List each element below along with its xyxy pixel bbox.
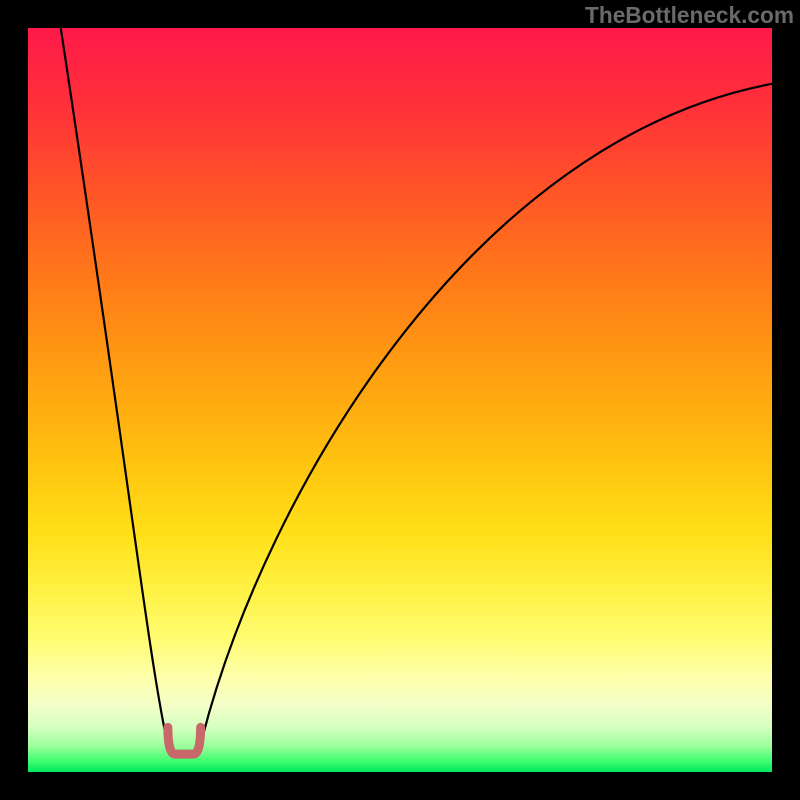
curve-right-branch <box>202 84 772 739</box>
curve-canvas <box>28 28 772 772</box>
notch-marker <box>168 727 201 754</box>
figure-root: TheBottleneck.com <box>0 0 800 800</box>
curve-left-branch <box>61 28 167 739</box>
watermark-text: TheBottleneck.com <box>585 2 794 29</box>
plot-area <box>28 28 772 772</box>
